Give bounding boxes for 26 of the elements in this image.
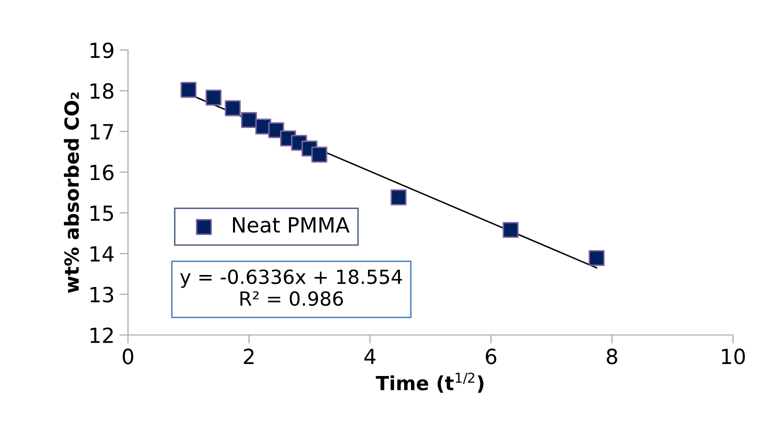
x-tick-label: 2 xyxy=(244,348,254,364)
y-axis-title: wt% absorbed CO₂ xyxy=(64,92,79,293)
y-tick-label: 18 xyxy=(90,83,114,99)
point xyxy=(206,90,222,106)
x-tick-label: 6 xyxy=(486,348,496,364)
y-tick-label: 16 xyxy=(90,164,114,180)
point xyxy=(502,222,519,238)
legend-label: Neat PMMA xyxy=(233,217,350,233)
x-axis-title: Time (t$^{1/2}$) xyxy=(376,372,484,393)
annotation: y = -0.6336x + 18.554 R² = 0.986 xyxy=(180,269,402,306)
point xyxy=(180,82,196,98)
y-tick-label: 13 xyxy=(90,286,114,302)
point xyxy=(224,100,241,116)
y-tick-label: 19 xyxy=(90,42,114,58)
x-tick-label: 0 xyxy=(122,348,134,364)
point xyxy=(311,146,328,163)
x-tick-label: 10 xyxy=(722,348,745,364)
x-tick-label: 8 xyxy=(606,348,618,364)
y-tick-label: 12 xyxy=(90,327,113,343)
point xyxy=(588,250,605,266)
x-tick-label: 4 xyxy=(364,348,376,364)
y-tick-label: 15 xyxy=(90,206,113,222)
point xyxy=(390,189,407,206)
y-tick-label: 17 xyxy=(90,124,114,140)
y-tick-label: 14 xyxy=(90,246,114,262)
point xyxy=(241,112,257,128)
